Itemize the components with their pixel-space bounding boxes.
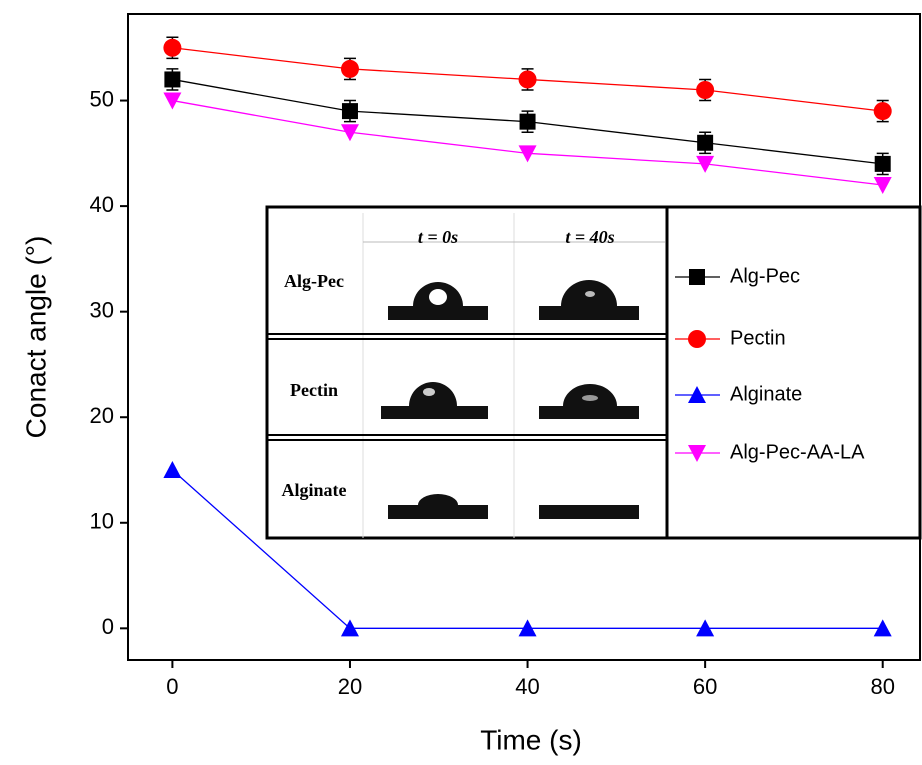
series: [163, 92, 892, 194]
y-tick-label: 0: [102, 614, 114, 639]
legend: Alg-Pec Pectin Alginate Alg-Pec-AA-LA: [675, 265, 865, 463]
marker: [874, 155, 891, 172]
inset-row: Alg-Pec: [284, 271, 344, 291]
marker: [341, 103, 358, 120]
marker: [873, 102, 892, 121]
marker: [696, 81, 715, 99]
legend-marker: [688, 330, 706, 348]
x-tick-label: 20: [338, 674, 362, 699]
y-tick-label: 50: [90, 86, 114, 111]
substrate: [381, 406, 488, 419]
inset: t = 0s t = 40s Alg-Pec Pectin Alginate: [265, 205, 922, 540]
marker: [873, 177, 892, 194]
inset-row: Alginate: [282, 480, 347, 500]
series: [163, 36, 892, 123]
series: [164, 68, 891, 176]
marker: [163, 92, 182, 110]
series: [163, 461, 892, 637]
drop-highlight: [429, 289, 447, 305]
marker: [873, 619, 892, 637]
x-tick-label: 80: [870, 674, 894, 699]
marker: [696, 619, 715, 637]
marker: [163, 38, 182, 57]
drop-images: [381, 280, 639, 519]
substrate: [539, 406, 639, 419]
inset-column: t = 40s: [565, 227, 614, 247]
marker: [696, 155, 715, 173]
legend-marker: [688, 445, 706, 462]
y-tick-label: 30: [90, 297, 114, 322]
drop-highlight: [423, 388, 435, 396]
x-tick-label: 0: [166, 674, 178, 699]
y-tick-label: 20: [90, 403, 114, 428]
legend-label: Pectin: [730, 327, 786, 349]
x-axis-label: Time (s): [480, 724, 582, 755]
marker: [163, 461, 182, 478]
marker: [518, 619, 537, 637]
substrate: [539, 306, 639, 320]
inset-frame: [265, 205, 922, 540]
marker: [518, 70, 537, 89]
substrate: [388, 505, 488, 519]
marker: [518, 145, 537, 163]
legend-label: Alg-Pec: [730, 265, 800, 287]
marker: [340, 124, 359, 142]
marker: [340, 619, 359, 637]
y-axis-label: Conact angle (°): [20, 236, 51, 439]
marker: [164, 71, 181, 88]
inset-row: Pectin: [290, 380, 338, 400]
marker: [340, 59, 359, 78]
legend-marker: [689, 269, 705, 285]
marker: [697, 134, 714, 151]
x-tick-label: 40: [515, 674, 539, 699]
y-tick-label: 40: [90, 192, 114, 217]
marker: [519, 113, 536, 130]
drop: [418, 494, 458, 505]
substrate: [539, 505, 639, 519]
legend-label: Alg-Pec-AA-LA: [730, 441, 865, 463]
legend-marker: [688, 386, 706, 403]
series-layer: [163, 36, 892, 637]
inset-column: t = 0s: [418, 227, 458, 247]
y-tick-label: 10: [90, 509, 114, 534]
x-tick-label: 60: [693, 674, 717, 699]
substrate: [388, 306, 488, 320]
drop-highlight: [582, 395, 598, 401]
drop-highlight: [585, 291, 595, 297]
legend-label: Alginate: [730, 383, 802, 405]
